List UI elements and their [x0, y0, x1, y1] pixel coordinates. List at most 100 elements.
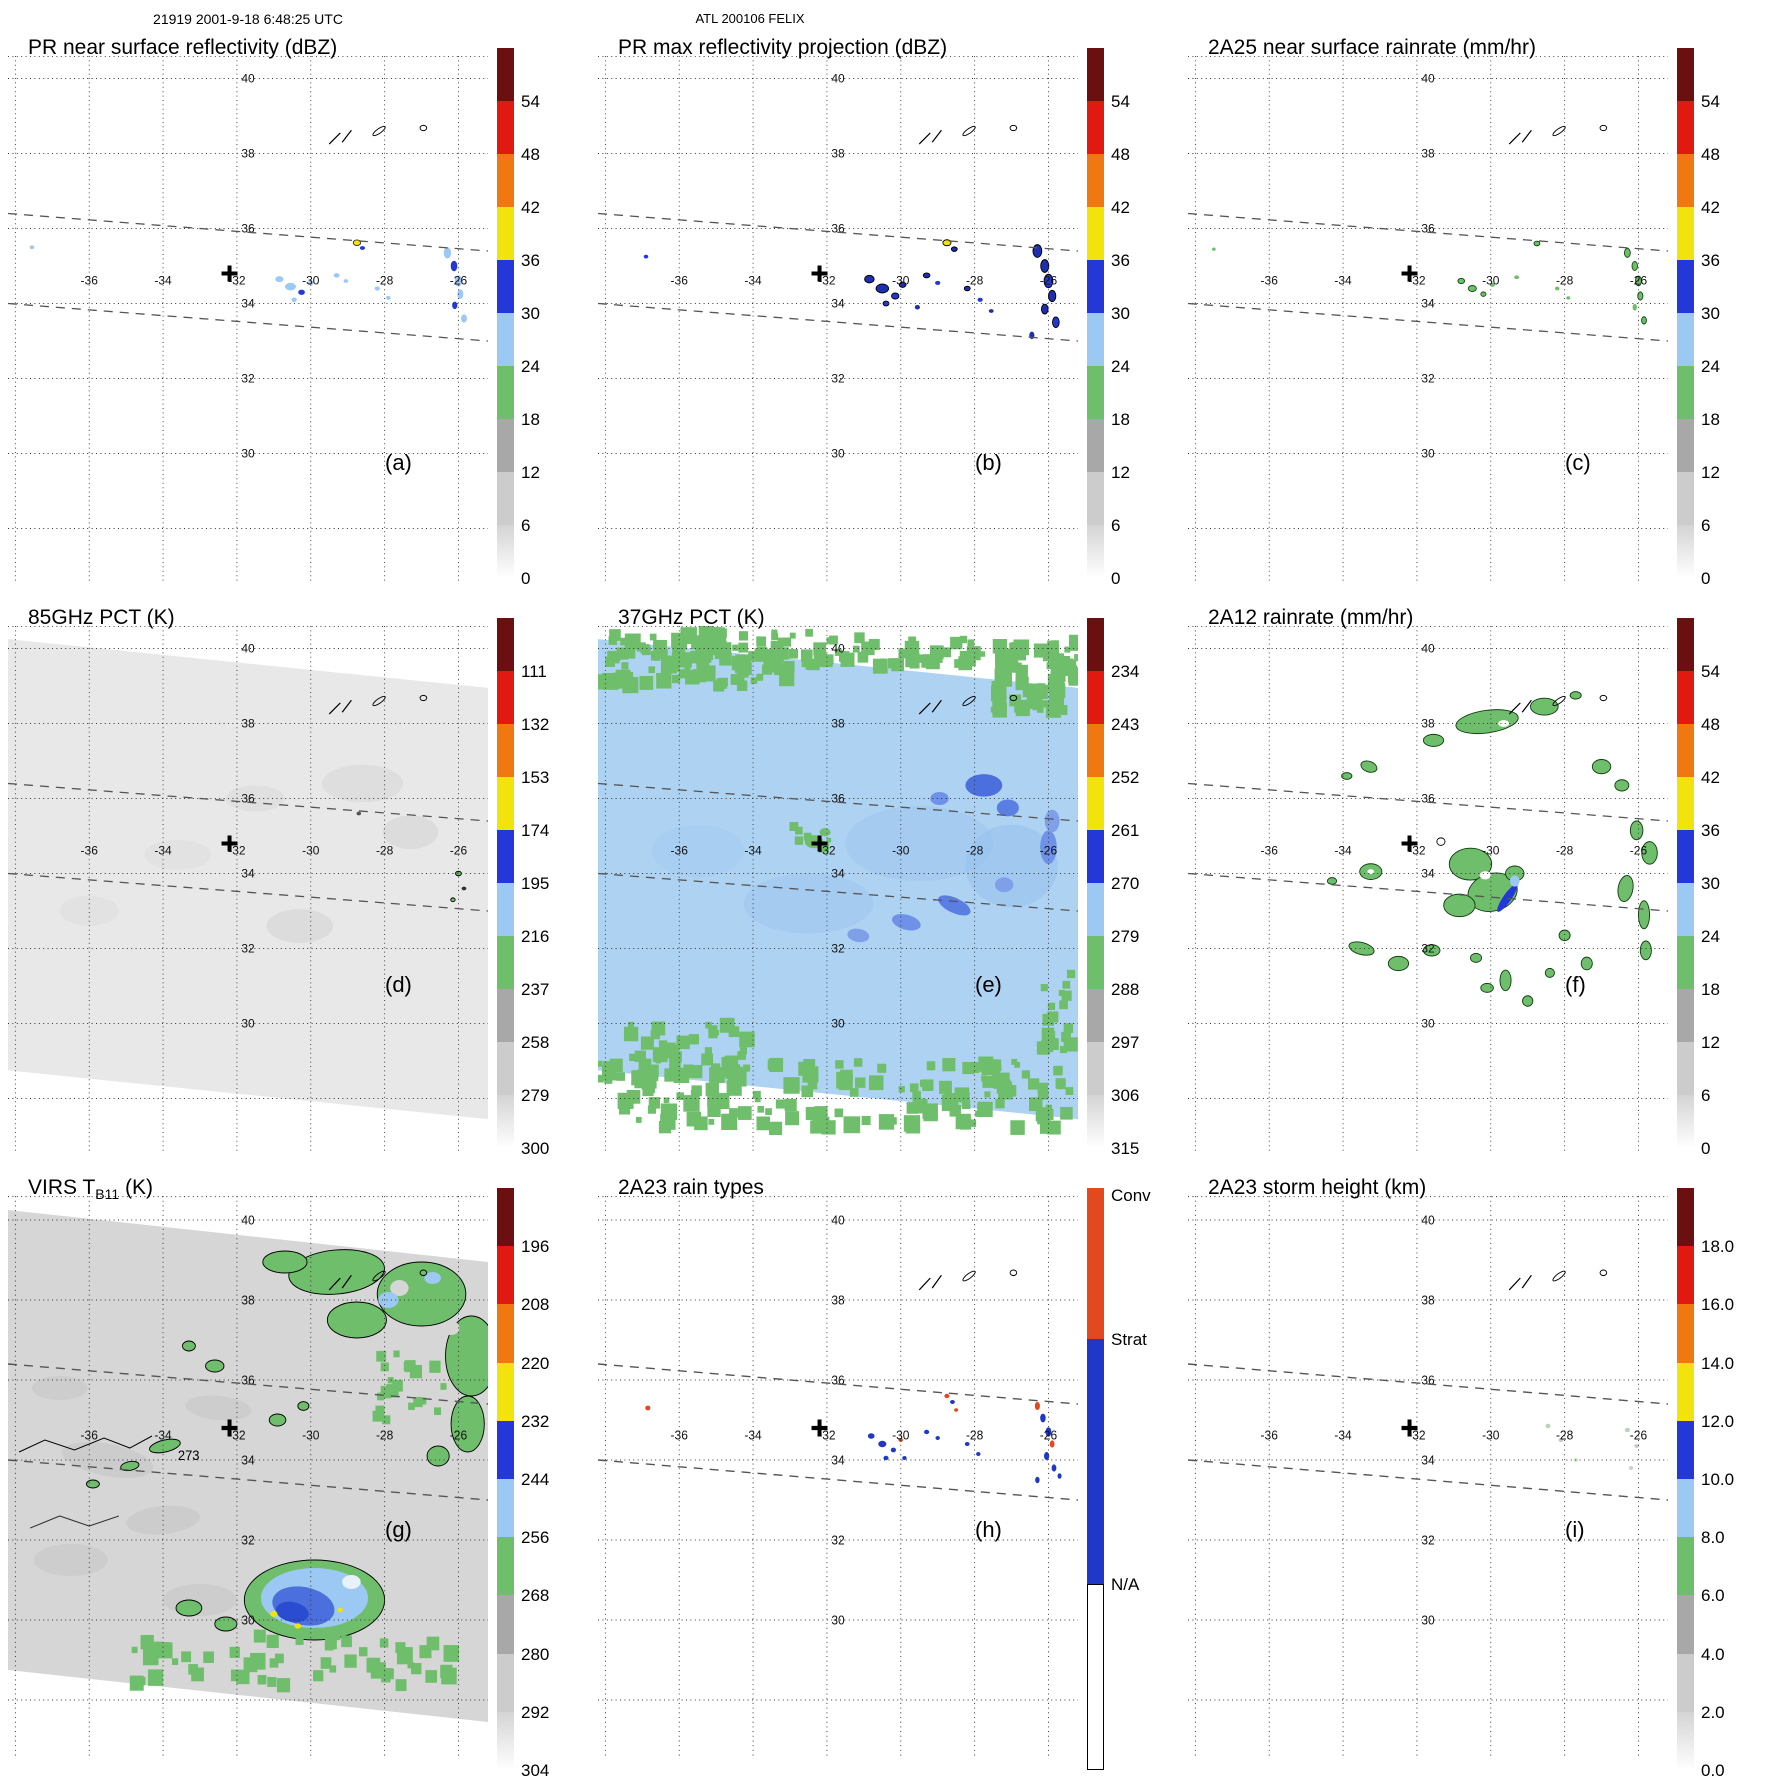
lat-label: 38: [831, 1293, 844, 1307]
colorbar-segment: [1087, 366, 1104, 419]
lat-label: 32: [241, 942, 255, 956]
colorbar-segment: [497, 671, 514, 724]
colorbar-segment: [1677, 1653, 1694, 1712]
colorbar: [1087, 1188, 1104, 1770]
colorbar-tick: 12: [1701, 463, 1720, 482]
colorbar-segment: [1087, 1188, 1104, 1340]
lat-label: 38: [831, 717, 845, 731]
panel-h: 2A23 rain types -36 -34 -32 -30 -28 -26 40 38 36 3…: [590, 1170, 1180, 1771]
graticule-layer: [8, 1196, 488, 1756]
colorbar-segment: [497, 1304, 514, 1363]
colorbar-tick: 14.0: [1701, 1353, 1735, 1373]
map-plot: -36 -34 -32 -30 -28 -26 40 38 36 34 32 30: [8, 626, 488, 1151]
lat-label: 38: [241, 717, 255, 731]
colorbar-segment: [1087, 777, 1104, 830]
colorbar-tick: 6.0: [1701, 1586, 1725, 1606]
lon-label: -28: [1556, 843, 1574, 857]
pr-swath-edges: [1188, 1363, 1668, 1501]
colorbar-tick: 8.0: [1701, 1528, 1725, 1548]
lat-label: 40: [831, 1213, 844, 1227]
lat-label: 32: [831, 1533, 844, 1547]
panel-f: 2A12 rainrate (mm/hr) -36 -34 -32 -30 -28 -26 4…: [1180, 600, 1771, 1170]
colorbar-segment: [1087, 671, 1104, 724]
lon-label: -28: [376, 1428, 393, 1442]
lon-label: -28: [376, 843, 394, 857]
lon-label: -28: [966, 843, 984, 857]
coastline: [918, 694, 1018, 715]
colorbar-ticks: 54 48 42 36 30 24 18 12 6 0: [1701, 618, 1771, 1158]
lon-label: -36: [671, 273, 689, 287]
colorbar-tick: 304: [521, 1761, 550, 1780]
panel-letter: (i): [1565, 1517, 1585, 1542]
colorbar-tick: 12: [1111, 463, 1130, 482]
colorbar-tick: 42: [1701, 198, 1720, 217]
storm-center-marker: [811, 265, 828, 282]
colorbar-segment: [1677, 313, 1694, 366]
colorbar-tick: 48: [1701, 145, 1720, 164]
graticule-labels: -36 -34 -32 -30 -28 -26 40 38 36 34 32 30: [81, 72, 468, 461]
panel-title: 2A23 storm height (km): [1208, 1176, 1426, 1202]
panel-title: VIRS TB11 (K): [28, 1176, 153, 1202]
colorbar-segment: [1087, 883, 1104, 936]
colorbar-tick: 195: [521, 874, 550, 893]
graticule-labels: -36 -34 -32 -30 -28 -26 40 38 36 34 32 30: [1261, 72, 1648, 461]
lat-label: 34: [241, 297, 255, 311]
coastline: [1508, 1269, 1608, 1291]
colorbar-segment: [1677, 1304, 1694, 1363]
panel-d: 85GHz PCT (K) -36 -34 -32 -30 -28 -26 40 38 36 34 3…: [0, 600, 590, 1170]
colorbar-tick: 24: [521, 357, 540, 376]
lon-label: -34: [1334, 1428, 1351, 1442]
colorbar-ticks: 234 243 252 261 270 279 288 297 306 315: [1111, 618, 1181, 1158]
colorbar-segment: [1087, 1583, 1104, 1770]
colorbar-tick: 30: [521, 304, 540, 323]
colorbar-segment: [1677, 419, 1694, 472]
map-plot: -36 -34 -32 -30 -28 -26 40 38 36 34 32 30: [1188, 56, 1668, 581]
storm-id: ATL 200106 FELIX: [695, 11, 805, 26]
graticule-labels: -36 -34 -32 -30 -28 -26 40 38 36 34 32 30: [671, 642, 1058, 1031]
lat-label: 38: [1421, 717, 1435, 731]
colorbar-tick: 268: [521, 1586, 550, 1606]
colorbar-tick: 54: [1701, 92, 1720, 111]
lat-label: 34: [241, 1453, 254, 1467]
colorbar-segment: [1087, 48, 1104, 101]
lon-label: -34: [744, 1428, 761, 1442]
lat-label: 30: [1421, 1613, 1434, 1627]
lat-label: 36: [241, 222, 255, 236]
colorbar-ticks: 111 132 153 174 195 216 237 258 279 300: [521, 618, 591, 1158]
data-layer: [598, 626, 1078, 1136]
colorbar-tick: 208: [521, 1295, 550, 1315]
colorbar-segment: [1677, 472, 1694, 525]
lon-label: -32: [228, 1428, 245, 1442]
colorbar-tick: 0: [1701, 569, 1711, 588]
panel-letter: (b): [975, 450, 1002, 475]
colorbar-segment: [1677, 830, 1694, 883]
coastline: [1508, 124, 1608, 145]
colorbar-segment: [1087, 1095, 1104, 1148]
panel-title-text: 37GHz PCT (K): [618, 606, 765, 629]
colorbar-ticks: 54 48 42 36 30 24 18 12 6 0: [1111, 48, 1181, 588]
storm-center-marker: [811, 1419, 828, 1437]
colorbar-tick: 24: [1701, 357, 1720, 376]
lat-label: 40: [1421, 642, 1435, 656]
colorbar-segment: [497, 830, 514, 883]
colorbar-tick: 258: [521, 1033, 550, 1052]
colorbar-segment: [1677, 1711, 1694, 1770]
colorbar-segment: [1677, 1188, 1694, 1247]
panel-letter: (c): [1565, 450, 1591, 475]
colorbar-tick: 279: [1111, 927, 1140, 946]
lat-label: 36: [831, 792, 845, 806]
colorbar-tick: 18: [1701, 410, 1720, 429]
colorbar-tick: 0: [1111, 569, 1121, 588]
colorbar: [1677, 1188, 1694, 1770]
lon-label: -32: [1408, 1428, 1425, 1442]
colorbar-tick: 6: [1111, 516, 1121, 535]
storm-center-marker: [221, 1419, 238, 1437]
panel-c: 2A25 near surface rainrate (mm/hr) -36 -34…: [1180, 30, 1771, 600]
lon-label: -26: [450, 843, 468, 857]
map-plot: -36 -34 -32 -30 -28 -26 40 38 36 34 32 30: [8, 56, 488, 581]
lat-label: 34: [831, 297, 845, 311]
lat-label: 34: [1421, 867, 1435, 881]
panel-letter: (h): [975, 1517, 1002, 1542]
lat-label: 32: [1421, 942, 1435, 956]
storm-center-marker: [1401, 835, 1418, 852]
